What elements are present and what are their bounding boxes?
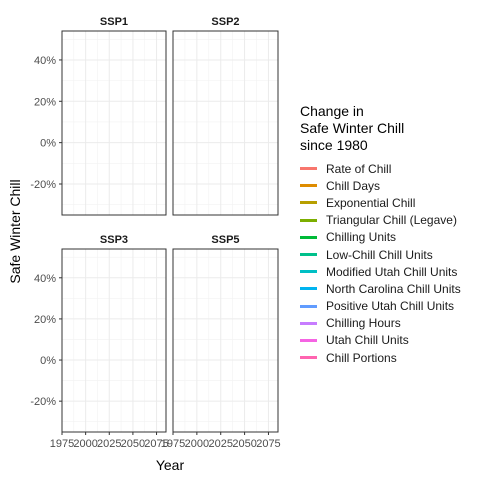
legend-item-positive-utah-chill-units: Positive Utah Chill Units (300, 298, 478, 315)
y-tick-label: 0% (40, 138, 56, 150)
x-tick-label: 2075 (256, 438, 280, 450)
legend-item-north-carolina-chill-units: North Carolina Chill Units (300, 280, 478, 297)
legend-label: Chill Days (326, 178, 381, 193)
facet-strip-ssp1: SSP1 (100, 16, 128, 28)
legend-label: Rate of Chill (326, 161, 392, 176)
x-axis-title: Year (156, 457, 185, 473)
legend-key (300, 356, 317, 360)
panel-border-ssp3 (61, 248, 167, 433)
legend-label: Exponential Chill (326, 195, 416, 210)
y-tick-label: 40% (34, 55, 56, 67)
x-tick-label: 2000 (185, 438, 209, 450)
legend-key (300, 304, 317, 308)
y-tick-label: 40% (34, 273, 56, 285)
legend-key (300, 167, 317, 171)
legend-item-rate-of-chill: Rate of Chill (300, 160, 478, 177)
panel-border-ssp2 (172, 30, 279, 216)
legend-item-chilling-hours: Chilling Hours (300, 315, 478, 332)
legend-key (300, 270, 317, 274)
y-tick-label: 20% (34, 96, 56, 108)
legend-key (300, 201, 317, 205)
legend: Change in Safe Winter Chill since 1980 R… (300, 103, 478, 366)
legend-items: Rate of Chill Chill Days Exponential Chill… (300, 160, 478, 366)
facet-strip-ssp2: SSP2 (211, 16, 239, 28)
legend-item-triangular-chill-legave-: Triangular Chill (Legave) (300, 212, 478, 229)
y-tick-label: 0% (40, 355, 56, 367)
legend-label: North Carolina Chill Units (326, 281, 461, 296)
legend-key (300, 321, 317, 325)
x-tick-label: 1975 (161, 438, 185, 450)
legend-title: Change in Safe Winter Chill since 1980 (300, 103, 405, 153)
legend-label: Chilling Units (326, 230, 397, 245)
legend-item-low-chill-chill-units: Low-Chill Chill Units (300, 246, 478, 263)
legend-label: Utah Chill Units (326, 333, 409, 348)
x-tick-label: 1975 (50, 438, 74, 450)
legend-label: Positive Utah Chill Units (326, 299, 455, 314)
y-tick-label: 20% (34, 314, 56, 326)
legend-item-chill-days: Chill Days (300, 177, 478, 194)
y-tick-label: -20% (30, 179, 56, 191)
legend-label: Chilling Hours (326, 316, 401, 331)
y-axis-title: Safe Winter Chill (7, 179, 23, 283)
x-tick-label: 2025 (97, 438, 121, 450)
legend-key (300, 253, 317, 257)
legend-key (300, 235, 317, 239)
legend-key (300, 184, 317, 188)
legend-item-chilling-units: Chilling Units (300, 229, 478, 246)
panel-border-ssp5 (172, 248, 279, 433)
legend-label: Low-Chill Chill Units (326, 247, 433, 262)
legend-label: Modified Utah Chill Units (326, 264, 458, 279)
x-tick-label: 2000 (73, 438, 97, 450)
x-tick-label: 2025 (208, 438, 232, 450)
legend-item-chill-portions: Chill Portions (300, 349, 478, 366)
panel-border-ssp1 (61, 30, 167, 216)
legend-item-utah-chill-units: Utah Chill Units (300, 332, 478, 349)
y-tick-label: -20% (30, 396, 56, 408)
x-tick-label: 2050 (232, 438, 256, 450)
legend-key (300, 338, 317, 342)
x-tick-label: 2050 (121, 438, 145, 450)
legend-key (300, 287, 317, 291)
x-tick-label: 2075 (144, 438, 168, 450)
legend-label: Triangular Chill (Legave) (326, 213, 457, 228)
facet-strip-ssp5: SSP5 (211, 234, 239, 246)
legend-label: Chill Portions (326, 350, 397, 365)
legend-item-exponential-chill: Exponential Chill (300, 194, 478, 211)
facet-strip-ssp3: SSP3 (100, 234, 128, 246)
legend-item-modified-utah-chill-units: Modified Utah Chill Units (300, 263, 478, 280)
legend-key (300, 218, 317, 222)
